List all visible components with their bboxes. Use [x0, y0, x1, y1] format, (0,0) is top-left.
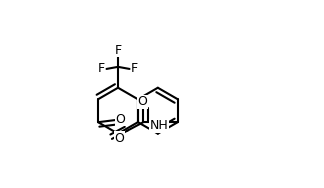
Text: F: F: [131, 62, 138, 75]
Text: O: O: [114, 132, 124, 145]
Text: O: O: [138, 95, 147, 108]
Text: F: F: [114, 44, 122, 57]
Text: NH: NH: [150, 119, 169, 133]
Text: O: O: [116, 113, 126, 126]
Text: F: F: [98, 62, 105, 75]
